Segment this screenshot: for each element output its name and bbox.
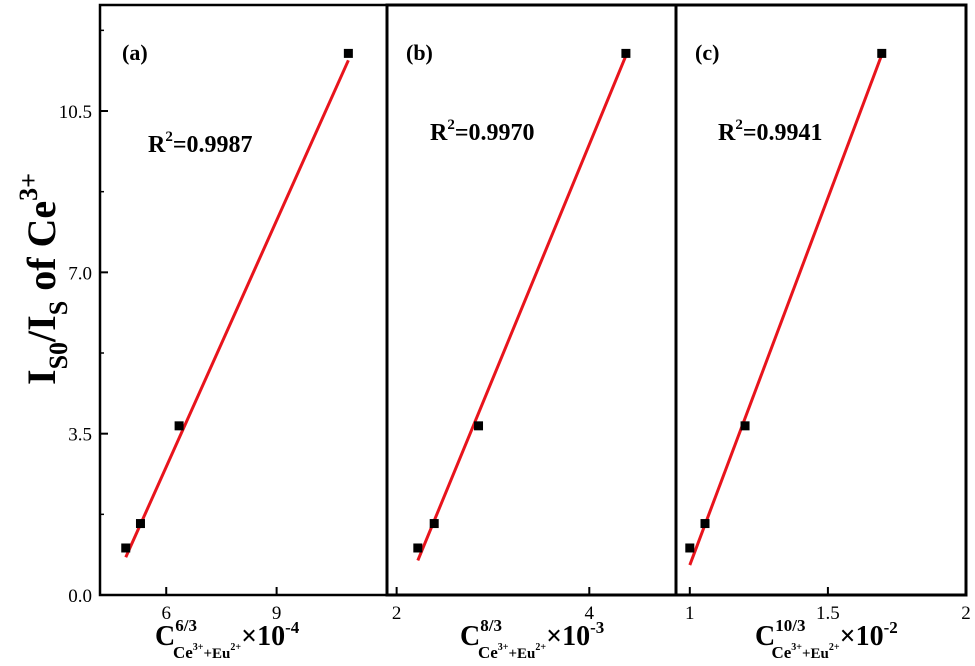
r-val-b: =0.9970 [455, 120, 535, 146]
data-point [685, 543, 695, 553]
panel-frame-a [98, 3, 389, 597]
x-tick-label: 2 [961, 603, 971, 624]
r-sup-b: 2 [447, 117, 455, 133]
r-squared-a: R2=0.9987 [148, 129, 253, 158]
x-title-sub-ce-c: Ce [771, 643, 791, 662]
x-tick-label: 6 [161, 603, 171, 624]
x-title-sup-b: 8/3 [480, 616, 502, 635]
r-sup-a: 2 [165, 129, 173, 145]
fit-line-b [416, 55, 628, 562]
x-title-sub-ce-a: Ce [173, 643, 193, 662]
x-title-exp-b: -3 [590, 618, 604, 637]
x-title-suffix-b: ×10 [546, 621, 590, 652]
y-tick-label: 7.0 [68, 263, 92, 284]
x-title-suffix-a: ×10 [241, 621, 285, 652]
x-title-exp-a: -4 [285, 618, 300, 637]
r-a: R [148, 132, 166, 158]
r-val-c: =0.9941 [743, 120, 823, 146]
x-title-sub-mid-b: +Eu [509, 646, 536, 662]
x-title-sub-ce-sup-c: 3+ [791, 642, 802, 653]
data-point [429, 519, 439, 529]
y-title-of: of Ce [19, 201, 64, 301]
x-title-sub-mid-a: +Eu [204, 646, 231, 662]
x-title-c-a: C [155, 621, 175, 652]
x-title-sub-ce-sup-b: 3+ [498, 642, 509, 653]
x-title-sup-c: 10/3 [775, 616, 805, 635]
data-point [174, 421, 184, 431]
r-sup-c: 2 [735, 117, 743, 133]
x-title-sup-a: 6/3 [175, 616, 197, 635]
data-points-c [685, 48, 887, 553]
r-b: R [430, 120, 448, 146]
fit-line-c [688, 54, 884, 566]
data-point [700, 519, 710, 529]
x-title-c-c: C [755, 621, 775, 652]
data-point [621, 48, 631, 58]
x-axis-title-c: C10/3 Ce3++Eu2+×10-2 [755, 616, 898, 662]
fit-line-a [124, 59, 350, 558]
data-point [474, 421, 484, 431]
x-title-sub-ce-sup-a: 3+ [193, 642, 204, 653]
panel-c: (c) R2=0.9941 1 1.5 2 C10/3 Ce3++Eu2+×10-2 [685, 40, 971, 662]
data-point [135, 519, 145, 529]
x-tick-label: 9 [272, 603, 282, 624]
panel-frame-c [674, 3, 968, 597]
y-axis-title: IS0/IS of Ce3+ [14, 173, 73, 385]
data-points-b [413, 48, 631, 553]
data-point [413, 543, 423, 553]
panel-label-b: (b) [406, 40, 433, 65]
panel-frame-b [385, 3, 678, 597]
x-title-sub-eu-sup-b: 2+ [535, 642, 546, 653]
x-tick-label: 1.5 [816, 603, 840, 624]
y-title-i-sub: S0 [44, 342, 73, 369]
r-squared-c: R2=0.9941 [718, 117, 823, 146]
data-point [877, 48, 887, 58]
data-point [343, 48, 353, 58]
y-tick-label: 0.0 [68, 586, 92, 607]
x-title-sub-ce-b: Ce [478, 643, 498, 662]
x-title-suffix-c: ×10 [840, 621, 884, 652]
x-axis-title-a: C6/3 Ce3++Eu2+×10-4 [155, 616, 300, 662]
x-axis-title-b: C8/3 Ce3++Eu2+×10-3 [460, 616, 604, 662]
r-c: R [718, 120, 736, 146]
data-points-a [121, 48, 353, 553]
y-title-sup: 3+ [14, 173, 43, 201]
r-val-a: =0.9987 [173, 132, 253, 158]
r-squared-b: R2=0.9970 [430, 117, 535, 146]
data-point [740, 421, 750, 431]
y-title-i: I [19, 369, 64, 385]
y-axis-ticks: 0.0 3.5 7.0 10.5 [59, 29, 108, 607]
x-title-sub-mid-c: +Eu [802, 646, 829, 662]
x-tick-label: 2 [392, 603, 402, 624]
x-title-c-b: C [460, 621, 480, 652]
x-title-exp-c: -2 [884, 618, 898, 637]
y-title-slash: /I [19, 315, 64, 343]
x-tick-label: 1 [685, 603, 695, 624]
panel-label-c: (c) [695, 40, 719, 65]
y-tick-label: 10.5 [59, 102, 92, 123]
panel-label-a: (a) [122, 40, 148, 65]
y-title-s-sub: S [44, 301, 73, 315]
x-tick-label: 4 [585, 603, 595, 624]
x-axis-ticks-c: 1 1.5 2 [685, 587, 971, 624]
y-tick-label: 3.5 [68, 425, 92, 446]
data-point [121, 543, 131, 553]
x-title-sub-eu-sup-c: 2+ [829, 642, 840, 653]
x-title-sub-eu-sup-a: 2+ [230, 642, 241, 653]
